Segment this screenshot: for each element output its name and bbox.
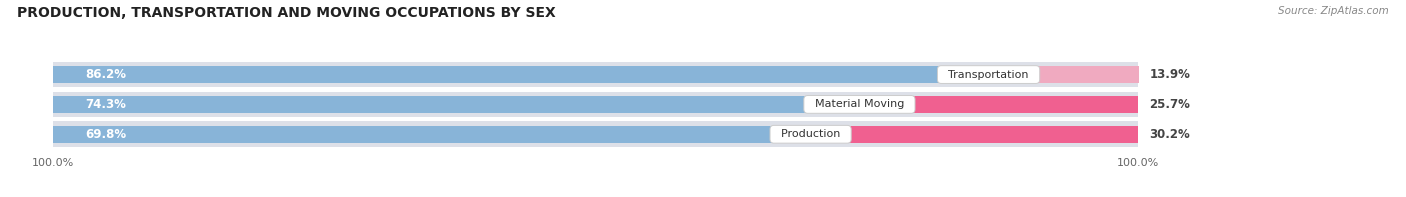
Legend: Male, Female: Male, Female [519,196,655,197]
Text: 69.8%: 69.8% [86,128,127,141]
Text: Transportation: Transportation [942,70,1036,80]
Text: Source: ZipAtlas.com: Source: ZipAtlas.com [1278,6,1389,16]
Bar [53,121,1139,147]
Text: PRODUCTION, TRANSPORTATION AND MOVING OCCUPATIONS BY SEX: PRODUCTION, TRANSPORTATION AND MOVING OC… [17,6,555,20]
Bar [811,126,1139,143]
Bar [53,126,811,143]
Text: 30.2%: 30.2% [1149,128,1189,141]
Text: Production: Production [773,129,848,139]
Text: 74.3%: 74.3% [86,98,127,111]
Text: 25.7%: 25.7% [1149,98,1189,111]
Text: 86.2%: 86.2% [86,68,127,81]
Bar [53,96,859,113]
Text: 13.9%: 13.9% [1149,68,1189,81]
Bar [988,66,1139,83]
Bar [859,96,1139,113]
Text: Material Moving: Material Moving [808,99,911,109]
Bar [53,92,1139,117]
Bar [53,66,988,83]
Bar [53,62,1139,87]
